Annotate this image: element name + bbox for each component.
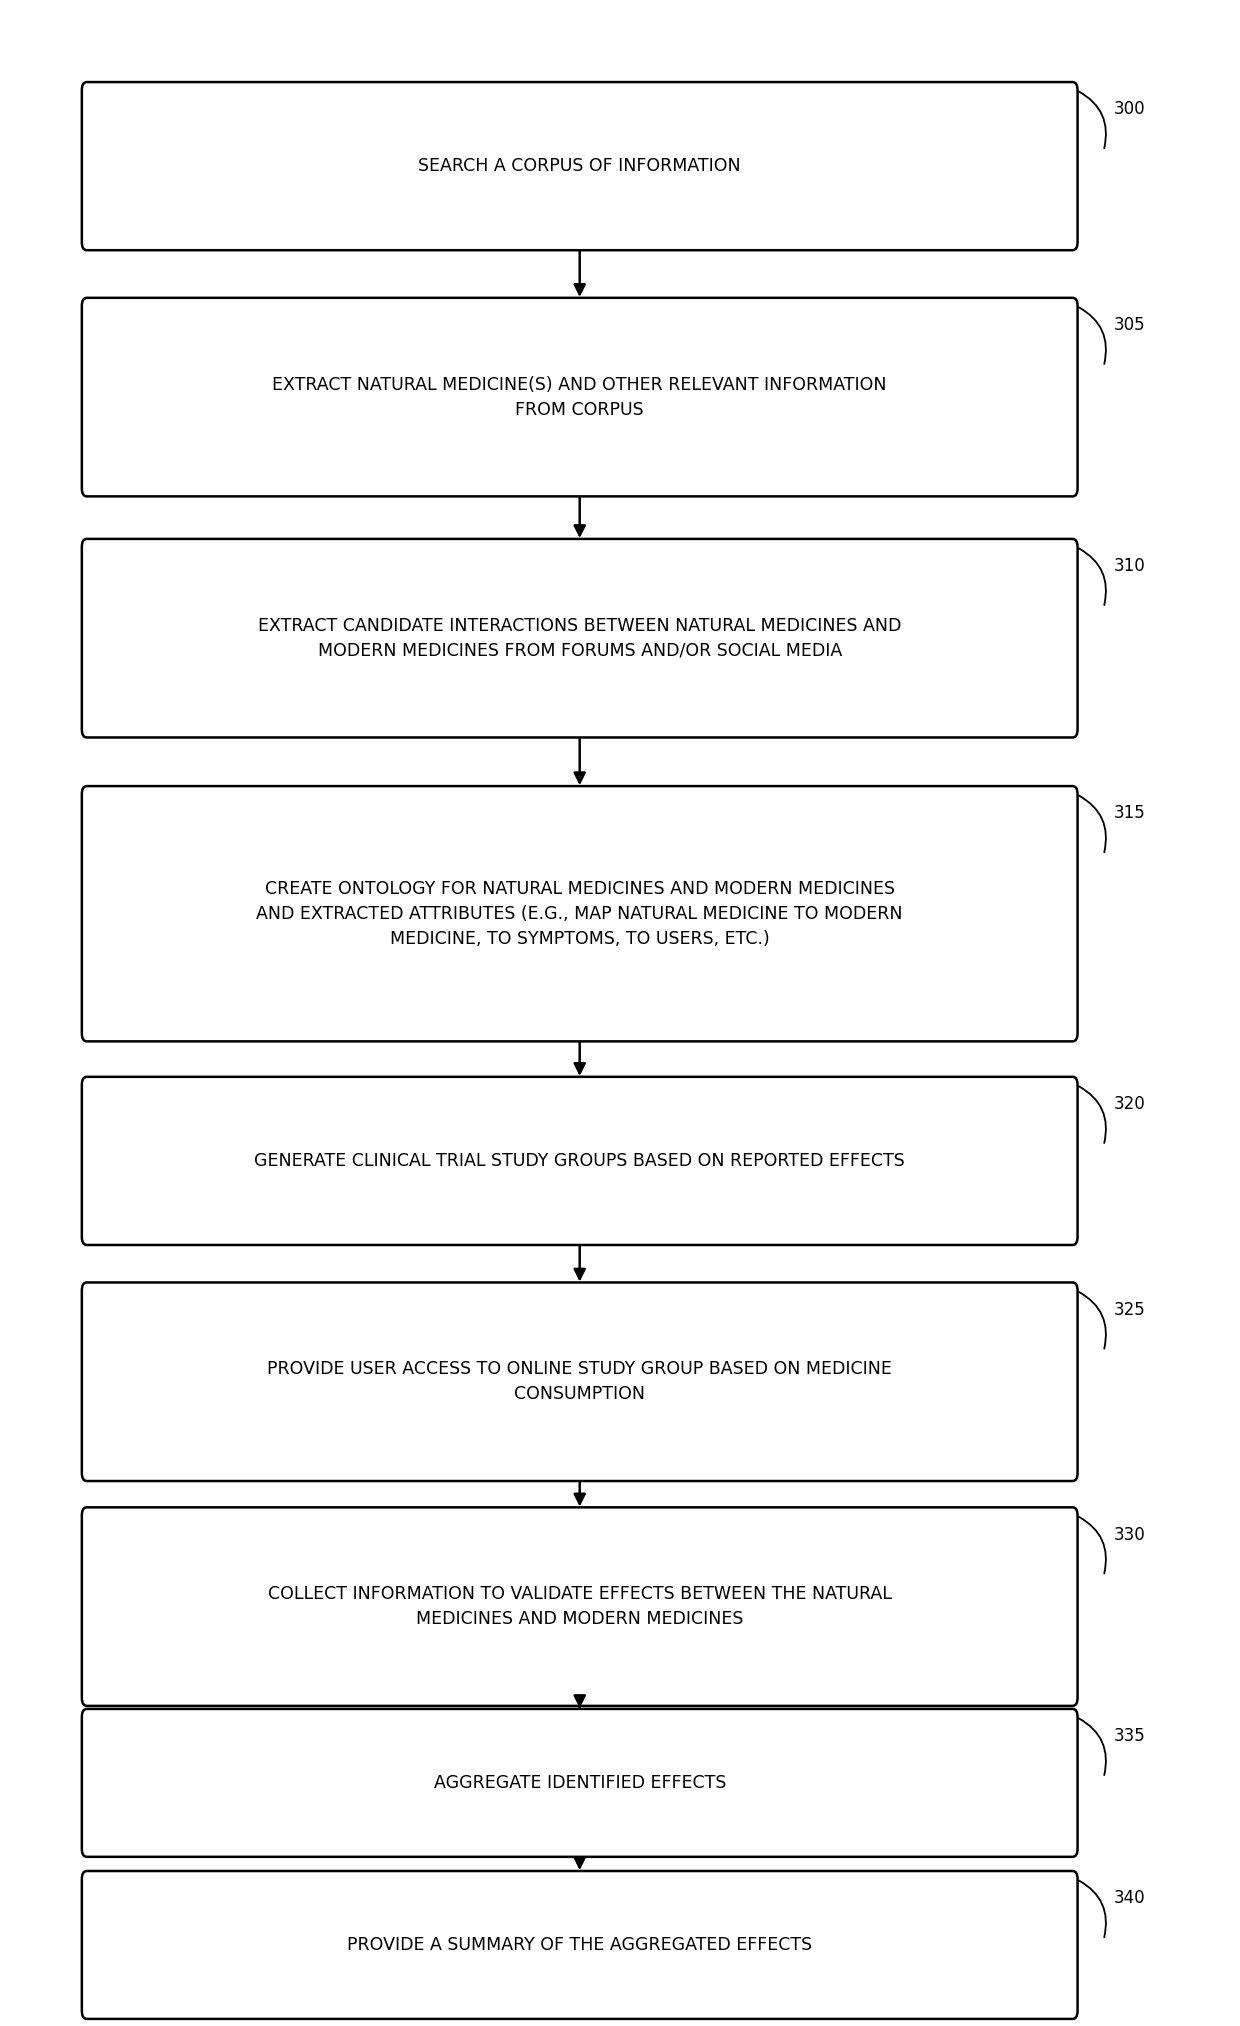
FancyBboxPatch shape xyxy=(82,298,1078,496)
Text: COLLECT INFORMATION TO VALIDATE EFFECTS BETWEEN THE NATURAL
MEDICINES AND MODERN: COLLECT INFORMATION TO VALIDATE EFFECTS … xyxy=(268,1584,892,1629)
FancyBboxPatch shape xyxy=(82,539,1078,737)
FancyBboxPatch shape xyxy=(82,1710,1078,1856)
Text: 305: 305 xyxy=(1114,316,1146,334)
Text: 340: 340 xyxy=(1114,1888,1146,1906)
Text: 325: 325 xyxy=(1114,1301,1146,1319)
FancyBboxPatch shape xyxy=(82,1078,1078,1244)
Text: 310: 310 xyxy=(1114,557,1146,575)
FancyBboxPatch shape xyxy=(82,786,1078,1041)
FancyBboxPatch shape xyxy=(82,81,1078,249)
Text: CREATE ONTOLOGY FOR NATURAL MEDICINES AND MODERN MEDICINES
AND EXTRACTED ATTRIBU: CREATE ONTOLOGY FOR NATURAL MEDICINES AN… xyxy=(257,879,903,948)
Text: 335: 335 xyxy=(1114,1726,1146,1744)
Text: 320: 320 xyxy=(1114,1094,1146,1112)
FancyBboxPatch shape xyxy=(82,1507,1078,1706)
Text: SEARCH A CORPUS OF INFORMATION: SEARCH A CORPUS OF INFORMATION xyxy=(418,158,742,174)
Text: PROVIDE A SUMMARY OF THE AGGREGATED EFFECTS: PROVIDE A SUMMARY OF THE AGGREGATED EFFE… xyxy=(347,1937,812,1953)
Text: EXTRACT NATURAL MEDICINE(S) AND OTHER RELEVANT INFORMATION
FROM CORPUS: EXTRACT NATURAL MEDICINE(S) AND OTHER RE… xyxy=(273,375,887,419)
Text: EXTRACT CANDIDATE INTERACTIONS BETWEEN NATURAL MEDICINES AND
MODERN MEDICINES FR: EXTRACT CANDIDATE INTERACTIONS BETWEEN N… xyxy=(258,616,901,660)
FancyBboxPatch shape xyxy=(82,1282,1078,1481)
Text: 330: 330 xyxy=(1114,1526,1146,1544)
Text: PROVIDE USER ACCESS TO ONLINE STUDY GROUP BASED ON MEDICINE
CONSUMPTION: PROVIDE USER ACCESS TO ONLINE STUDY GROU… xyxy=(268,1359,892,1404)
Text: 300: 300 xyxy=(1114,99,1146,118)
FancyBboxPatch shape xyxy=(82,1872,1078,2018)
Text: AGGREGATE IDENTIFIED EFFECTS: AGGREGATE IDENTIFIED EFFECTS xyxy=(434,1775,725,1791)
Text: 315: 315 xyxy=(1114,804,1146,823)
Text: GENERATE CLINICAL TRIAL STUDY GROUPS BASED ON REPORTED EFFECTS: GENERATE CLINICAL TRIAL STUDY GROUPS BAS… xyxy=(254,1153,905,1169)
